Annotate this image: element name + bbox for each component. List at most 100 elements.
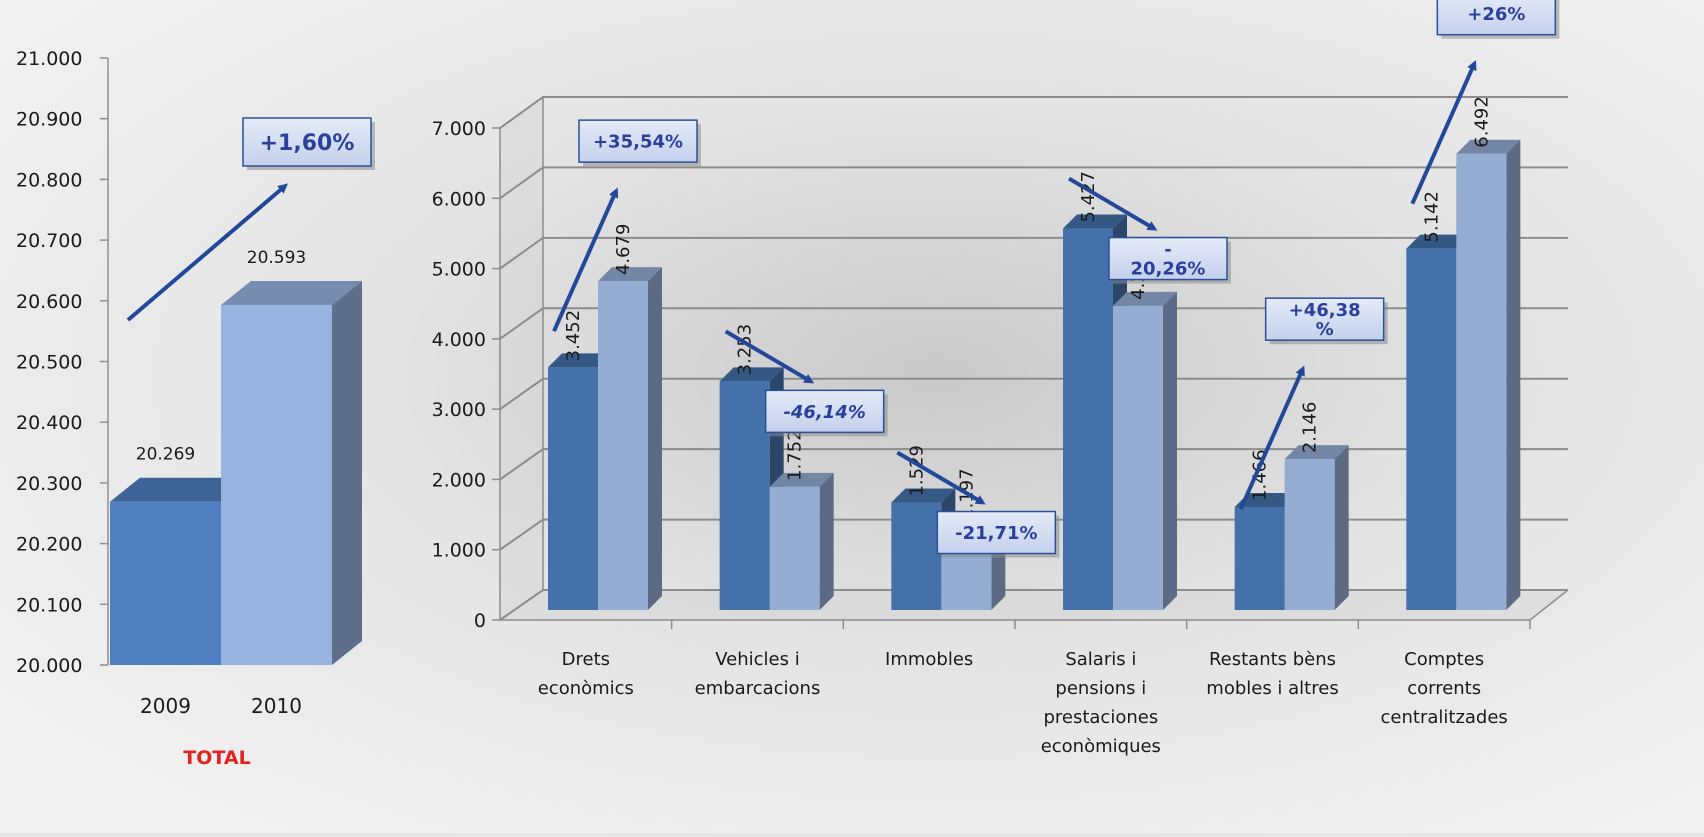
category-bar-2-0-top (891, 488, 956, 503)
category-bar-5-1 (1456, 139, 1521, 610)
category-change-box: +35,54% (578, 119, 701, 167)
category-bar-4-1-top (1284, 445, 1349, 460)
category-x-tick-label: corrents (1407, 678, 1481, 699)
category-change-box-text: - (1164, 240, 1171, 261)
category-side-wall (500, 97, 543, 620)
category-y-tick-label: 1.000 (432, 540, 486, 562)
category-value-label: 3.253 (735, 324, 756, 376)
category-bar-0-1-top (598, 267, 662, 282)
total-y-tick-label: 20.100 (16, 594, 82, 616)
category-change-box: +46,38% (1264, 297, 1388, 345)
category-x-axis-depth (1529, 589, 1569, 621)
category-y-tick-label: 3.000 (432, 399, 486, 421)
category-y-tick-label: 5.000 (432, 259, 486, 281)
category-change-box: -46,14% (764, 389, 888, 437)
category-change-arrow (896, 450, 986, 505)
category-bar-3-0-top (1063, 214, 1127, 229)
total-y-tick-label: 20.800 (16, 169, 82, 191)
category-change-arrow (1238, 365, 1305, 510)
category-value-label: 3.452 (563, 310, 584, 362)
category-value-label: 1.752 (785, 429, 806, 481)
category-bar-5-1-front (1456, 153, 1507, 610)
category-y-tick-label: 6.000 (432, 188, 486, 210)
category-bar-0-1-front (598, 281, 648, 610)
category-change-arrow (552, 187, 619, 332)
category-change-box-box (1436, 0, 1557, 36)
category-change-box-text: +26% (1467, 4, 1525, 25)
category-change-box-text: +46,38 (1289, 300, 1361, 321)
total-value-label: 20.269 (136, 445, 195, 465)
category-bar-5-1-side (1506, 139, 1521, 610)
category-y-tick-label: 2.000 (432, 469, 486, 491)
category-change-box-text: 20,26% (1131, 258, 1206, 279)
category-change-box-text: +35,54% (593, 132, 683, 153)
category-x-tick-label: pensions i (1055, 678, 1146, 699)
total-y-tick-label: 20.900 (16, 109, 82, 131)
category-bar-0-0-front (548, 367, 598, 610)
category-change-box-box (936, 510, 1057, 555)
category-x-tick-label: Comptes (1404, 649, 1484, 670)
category-bar-3-1-front (1113, 305, 1163, 610)
category-bar-1-0-front (719, 381, 770, 610)
total-change-box-text: +1,60% (260, 131, 355, 156)
total-y-tick-label: 20.300 (16, 473, 82, 495)
category-x-tick-label: embarcacions (695, 678, 821, 699)
category-change-arrow (1067, 176, 1158, 231)
category-change-box-box (764, 389, 885, 434)
category-x-tick-label: econòmiques (1041, 736, 1161, 757)
category-bar-5-0-front (1406, 248, 1457, 610)
category-change-box-box (1108, 236, 1228, 281)
total-x-tick-label: 2009 (140, 694, 191, 718)
category-y-tick-label: 7.000 (432, 118, 486, 140)
total-bar-2010-top (221, 281, 362, 306)
category-value-label: 5.142 (1421, 191, 1442, 243)
category-change-box-text: -21,71% (955, 523, 1037, 544)
category-x-tick-label: Restants bèns (1209, 649, 1336, 670)
category-x-tick-label: centralitzades (1381, 707, 1508, 728)
category-bar-5-1-top (1456, 139, 1521, 154)
category-bar-5-0-top (1406, 234, 1471, 249)
total-y-tick-label: 20.600 (16, 291, 82, 313)
total-bar-2010 (221, 281, 362, 665)
category-change-box: +26% (1436, 0, 1560, 39)
total-bar-2010-side (332, 281, 362, 665)
category-x-tick-label: Salaris i (1065, 649, 1136, 670)
category-bar-2-0-front (891, 502, 942, 610)
category-change-box-box (1264, 297, 1385, 341)
total-y-tick-label: 21.000 (16, 48, 82, 70)
category-change-box-text: -46,14% (783, 402, 865, 423)
total-y-tick-label: 20.500 (16, 352, 82, 374)
category-change-box-box (578, 119, 698, 163)
category-value-label: 1.466 (1250, 449, 1271, 501)
category-bar-3-1-side (1163, 291, 1177, 610)
category-bar-1-1 (769, 472, 834, 610)
category-x-tick-label: Vehicles i (715, 649, 799, 670)
category-bar-4-0-top (1234, 492, 1299, 507)
category-change-box: -20,26% (1108, 236, 1231, 284)
category-bar-3-1 (1113, 291, 1177, 610)
category-bar-1-1-top (769, 472, 834, 487)
total-y-tick-label: 20.000 (16, 655, 82, 677)
category-bar-3-1-top (1113, 291, 1177, 306)
category-bar-4-0-front (1234, 506, 1285, 610)
category-bar-1-1-front (769, 486, 820, 610)
category-change-arrow (724, 329, 815, 384)
total-change-arrow (126, 183, 289, 322)
category-bar-3-0-front (1063, 228, 1113, 610)
category-value-label: 2.146 (1300, 402, 1321, 454)
category-value-label: 5.427 (1078, 171, 1099, 223)
total-y-tick-label: 20.200 (16, 534, 82, 556)
category-bar-4-1 (1284, 445, 1349, 610)
total-bar-2009-top (110, 477, 251, 502)
category-x-tick-label: econòmics (538, 678, 634, 699)
total-caption: TOTAL (183, 747, 250, 769)
category-bar-1-1-side (819, 472, 834, 610)
total-y-tick-label: 20.700 (16, 230, 82, 252)
category-value-label: 6.492 (1471, 96, 1492, 148)
category-bar-0-1-side (648, 267, 662, 610)
category-value-label: 4.679 (613, 224, 634, 276)
total-chart: 20.000 20.100 20.200 20.300 20.400 20.500 20.6… (16, 48, 375, 769)
category-chart: 0 1.000 2.000 3.000 4.000 5.000 6.000 7.000 3.45… (432, 0, 1569, 757)
total-y-tick-label: 20.400 (16, 412, 82, 434)
